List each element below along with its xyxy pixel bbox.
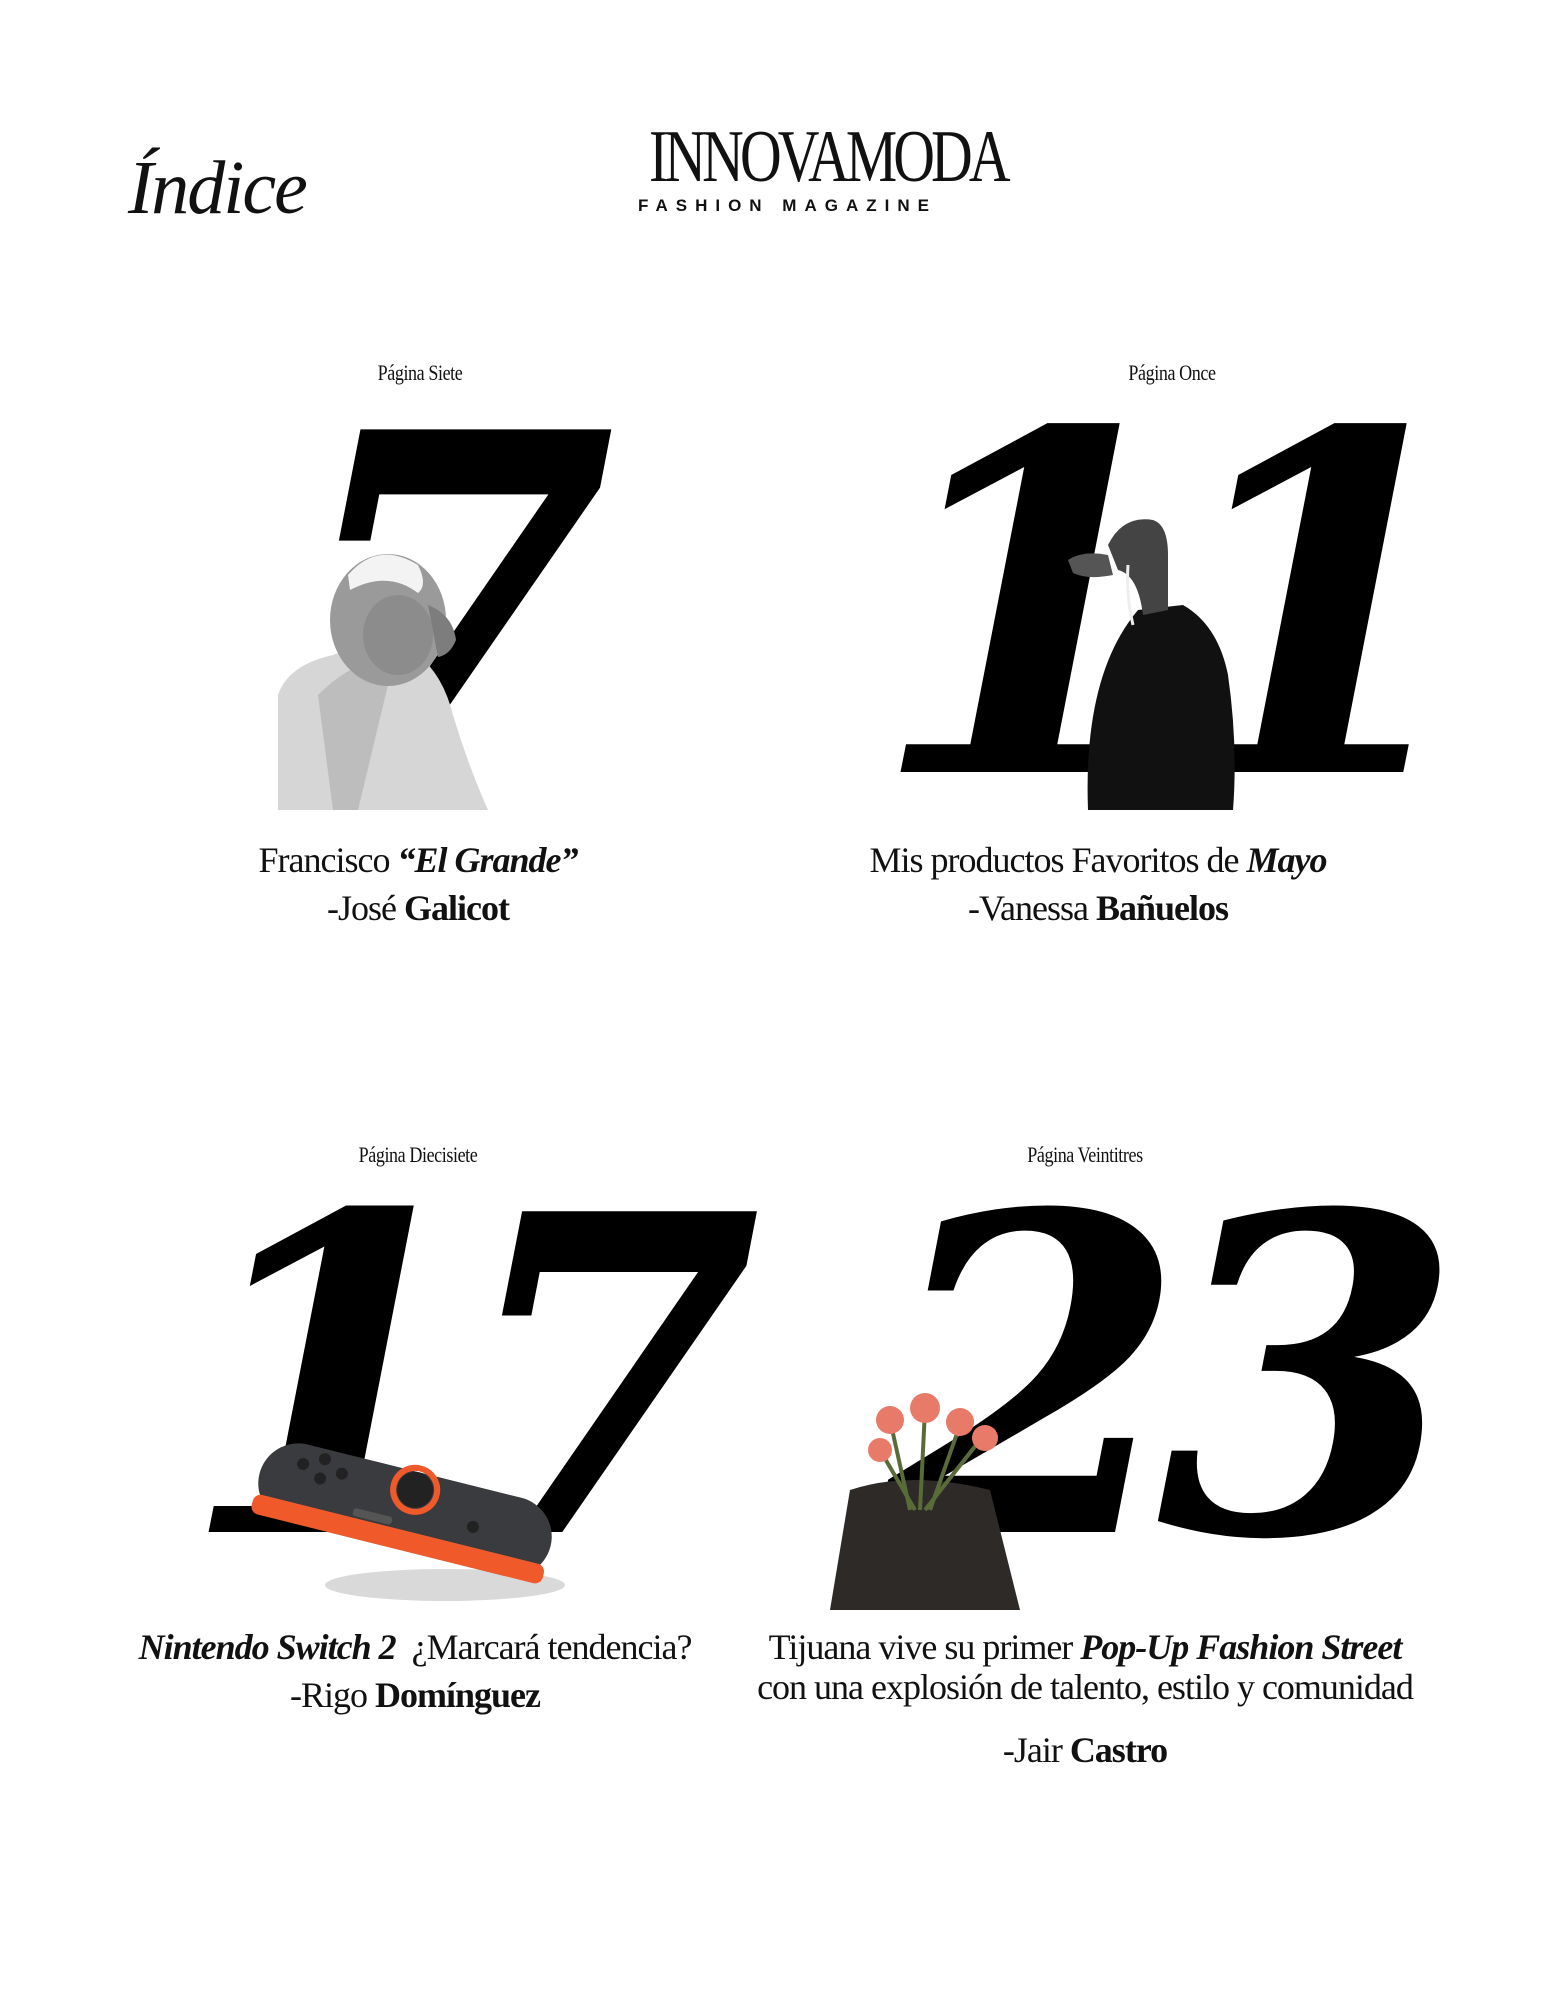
page-label: Página Diecisiete [358, 1142, 478, 1167]
page-label: Página Siete [377, 360, 463, 385]
title-text: Francisco [258, 840, 398, 880]
article-author: -Rigo Domínguez [110, 1673, 720, 1717]
pope-portrait-icon [278, 554, 488, 810]
author-first-name: -Vanessa [968, 888, 1096, 928]
author-surname: Castro [1069, 1730, 1168, 1770]
title-emphasis: Mayo [1246, 840, 1327, 880]
author-first-name: -Rigo [289, 1675, 375, 1715]
title-text: ¿Marcará tendencia? [411, 1627, 693, 1667]
brand-name: INNOVAMODA [649, 116, 1010, 198]
title-emphasis: “El Grande” [397, 840, 578, 880]
flower-bouquet-figure-icon [830, 1393, 1020, 1610]
title-emphasis: Pop-Up Fashion Street [1080, 1627, 1402, 1667]
article-author: -José Galicot [238, 886, 598, 930]
article-title: Tijuana vive su primer Pop-Up Fashion St… [745, 1625, 1425, 1669]
author-surname: Domínguez [375, 1675, 541, 1715]
index-title: Índice [128, 146, 308, 230]
author-surname: Bañuelos [1095, 888, 1229, 928]
author-surname: Galicot [404, 888, 510, 928]
author-first-name: -José [327, 888, 404, 928]
page-label: Página Once [1128, 360, 1216, 385]
article-title: Francisco “El Grande” [238, 838, 598, 882]
article-title: Nintendo Switch 2 ¿Marcará tendencia? [110, 1625, 720, 1669]
article-author: -Vanessa Bañuelos [858, 886, 1338, 930]
brand-tagline: FASHION MAGAZINE [638, 196, 937, 215]
author-first-name: -Jair [1002, 1730, 1070, 1770]
title-emphasis: Nintendo Switch 2 [138, 1627, 397, 1667]
joy-con-controller-icon [251, 1443, 565, 1601]
title-text: Mis productos Favoritos de [869, 840, 1247, 880]
article-title: Mis productos Favoritos de Mayo [858, 838, 1338, 882]
page-label: Página Veintitres [1027, 1142, 1143, 1167]
article-author: -Jair Castro [745, 1728, 1425, 1772]
model-silhouette-icon [1068, 519, 1235, 810]
article-title-line-2: con una explosión de talento, estilo y c… [757, 1667, 1414, 1707]
title-text: Tijuana vive su primer [768, 1627, 1081, 1667]
magazine-logo: INNOVAMODA FASHION MAGAZINE [610, 116, 1011, 216]
